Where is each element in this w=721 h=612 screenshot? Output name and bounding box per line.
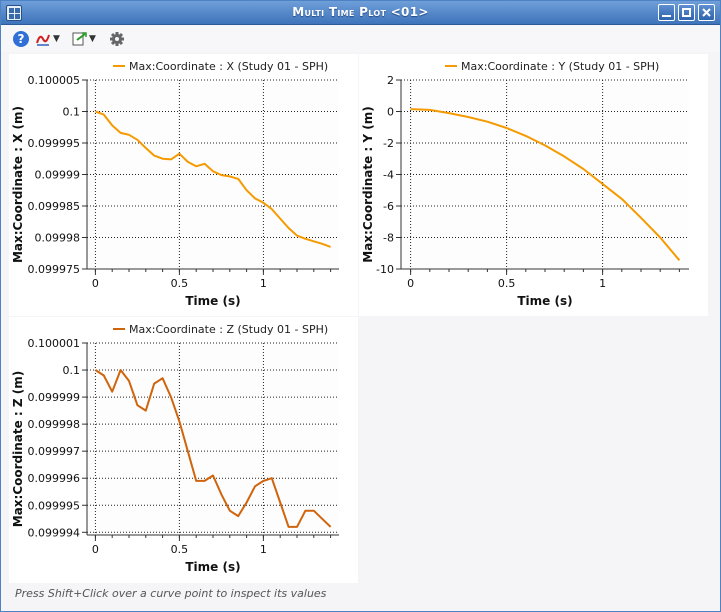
chart-y[interactable]: -10 -8 -6 -4 -2 0 2 0 0.5 1 Time (s) Max:Coordinate… — [359, 54, 708, 316]
x-tick-label: 0.5 — [498, 277, 515, 290]
curve-style-icon — [36, 34, 50, 46]
x-tick-label: 0.5 — [171, 543, 189, 556]
y-tick-label: -10 — [376, 263, 394, 276]
y-tick-label: 0 — [387, 106, 394, 119]
chart-x[interactable]: 0.099975 0.09998 0.099985 0.09999 0.099995 0.… — [9, 54, 358, 316]
y-tick-label: 0.099997 — [28, 445, 81, 458]
x-tick-label: 1 — [599, 277, 606, 290]
y-tick-label: 0.099995 — [28, 137, 81, 150]
x-tick-label: 1 — [260, 543, 267, 556]
maximize-button[interactable] — [678, 4, 695, 21]
export-button[interactable]: ▼ — [71, 30, 96, 48]
curve-style-button[interactable]: ▼ — [35, 30, 60, 48]
series-line — [410, 108, 681, 261]
y-tick-label: 0.09998 — [35, 232, 81, 245]
toolbar: ? ▼ ▼ — [1, 26, 720, 52]
y-axis-label: Max:Coordinate : Z (m) — [11, 371, 25, 528]
y-tick-label: 0.099975 — [28, 263, 81, 276]
minimize-icon — [662, 15, 671, 17]
legend-label: Max:Coordinate : Z (Study 01 - SPH) — [129, 323, 328, 336]
series-line — [94, 369, 332, 528]
x-tick-label: 0 — [407, 277, 414, 290]
y-tick-label: 0.1 — [63, 106, 81, 119]
maximize-icon — [682, 8, 691, 17]
x-axis-label: Time (s) — [185, 294, 240, 308]
x-tick-label: 0 — [92, 277, 99, 290]
plot-panel-x[interactable]: 0.099975 0.09998 0.099985 0.09999 0.099995 0.… — [9, 54, 358, 316]
app-icon — [6, 5, 22, 21]
y-tick-label: 0.099985 — [28, 200, 81, 213]
chevron-down-icon: ▼ — [89, 34, 96, 44]
close-button[interactable] — [698, 4, 715, 21]
y-tick-label: 0.099995 — [28, 499, 81, 512]
y-tick-label: 0.100005 — [28, 74, 81, 87]
plot-panel-z[interactable]: 0.099994 0.099995 0.099996 0.099997 0.099998… — [9, 317, 358, 583]
x-tick-label: 0 — [92, 543, 99, 556]
y-tick-label: 0.09999 — [35, 169, 81, 182]
export-icon — [72, 32, 87, 46]
legend-label: Max:Coordinate : Y (Study 01 - SPH) — [461, 60, 659, 73]
y-tick-label: 0.099996 — [28, 472, 81, 485]
y-tick-label: 0.099998 — [28, 418, 81, 431]
x-tick-label: 0.5 — [171, 277, 189, 290]
close-icon — [702, 8, 711, 17]
window-title: Multi Time Plot <01> — [292, 5, 429, 19]
y-tick-label: 0.1 — [63, 364, 81, 377]
y-axis-label: Max:Coordinate : X (m) — [11, 106, 25, 263]
y-tick-label: 2 — [387, 74, 394, 87]
x-axis-label: Time (s) — [185, 560, 240, 574]
x-tick-label: 1 — [260, 277, 267, 290]
y-tick-label: 0.100001 — [28, 337, 81, 350]
help-button[interactable]: ? — [13, 30, 29, 48]
settings-button[interactable] — [109, 30, 125, 48]
x-axis-label: Time (s) — [517, 294, 572, 308]
status-bar-text: Press Shift+Click over a curve point to … — [15, 587, 327, 600]
help-icon: ? — [13, 31, 29, 47]
y-tick-label: -4 — [383, 169, 394, 182]
plot-panel-y[interactable]: -10 -8 -6 -4 -2 0 2 0 0.5 1 Time (s) Max:Coordinate… — [359, 54, 708, 316]
y-axis-label: Max:Coordinate : Y (m) — [361, 106, 375, 263]
chart-z[interactable]: 0.099994 0.099995 0.099996 0.099997 0.099998… — [9, 317, 358, 583]
chevron-down-icon: ▼ — [53, 34, 60, 44]
y-tick-label: -8 — [383, 232, 394, 245]
title-bar[interactable]: Multi Time Plot <01> — [1, 1, 720, 25]
plot-area — [87, 343, 339, 535]
gear-icon — [110, 32, 124, 46]
minimize-button[interactable] — [658, 4, 675, 21]
series-line — [95, 110, 331, 248]
y-tick-label: 0.099994 — [28, 526, 81, 539]
y-tick-label: 0.099999 — [28, 391, 81, 404]
legend-label: Max:Coordinate : X (Study 01 - SPH) — [129, 60, 328, 73]
y-tick-label: -2 — [383, 137, 394, 150]
y-tick-label: -6 — [383, 200, 394, 213]
